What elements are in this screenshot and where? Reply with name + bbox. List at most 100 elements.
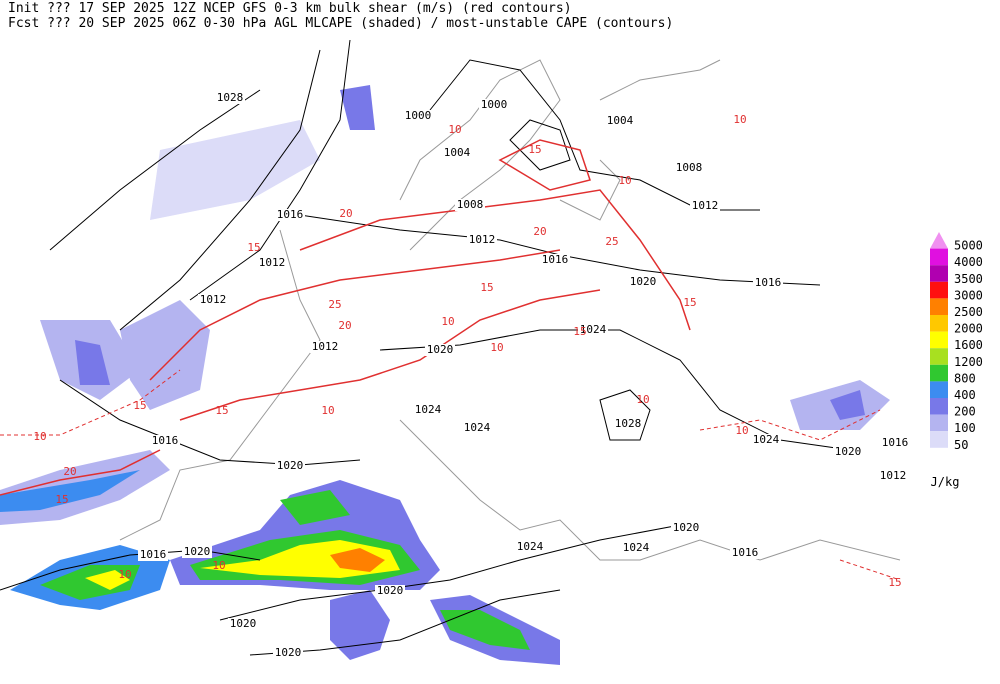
label-box — [515, 541, 545, 553]
shear-label: 15 — [55, 493, 68, 506]
isobar-label: 1016 — [542, 253, 569, 266]
shear-label: 10 — [212, 559, 225, 572]
label-box — [138, 549, 168, 561]
shear-contour — [0, 449, 161, 496]
shear-label: 20 — [338, 319, 351, 332]
isobar — [599, 389, 651, 441]
label-box — [751, 434, 781, 446]
legend-swatch — [930, 298, 948, 315]
legend-swatch — [930, 232, 948, 249]
isobar-label: 1004 — [607, 114, 634, 127]
shear-label: 15 — [573, 325, 586, 338]
label-box — [880, 437, 910, 449]
header-line: Init ??? 17 SEP 2025 12Z NCEP GFS 0-3 km… — [8, 1, 572, 16]
cape-shade — [440, 610, 530, 650]
isobar-label: 1020 — [673, 521, 700, 534]
legend-label: 4000 — [954, 255, 983, 269]
isobar-label: 1020 — [427, 343, 454, 356]
shear-label: 15 — [888, 576, 901, 589]
shear-label: 10 — [448, 123, 461, 136]
label-box — [690, 200, 720, 212]
legend-swatch — [930, 281, 948, 299]
label-box — [605, 115, 635, 127]
label-box — [467, 234, 497, 246]
isobar-label: 1024 — [464, 421, 491, 434]
label-box — [753, 277, 783, 289]
legend-label: 2000 — [954, 322, 983, 336]
label-box — [442, 147, 472, 159]
isobar-label: 1008 — [457, 198, 484, 211]
isobar-label: 1012 — [200, 293, 227, 306]
label-box — [730, 547, 760, 559]
shear-label: 10 — [118, 568, 131, 581]
shear-label: 15 — [480, 281, 493, 294]
label-box — [425, 344, 455, 356]
isobar-label: 1024 — [753, 433, 780, 446]
shear-contour — [699, 409, 881, 441]
contour-labels: 1028 1000 1000 1004 1004 1008 1008 1012 1016 1012… — [33, 91, 910, 659]
legend-label: 3000 — [954, 288, 983, 302]
cape-shade — [340, 85, 375, 130]
shear-label: 10 — [321, 404, 334, 417]
isobar-label: 1020 — [184, 545, 211, 558]
isobar-label: 1000 — [405, 109, 432, 122]
legend-swatch — [930, 364, 948, 382]
coastline — [399, 59, 561, 251]
legend-label: 5000 — [954, 239, 983, 253]
isobar-label: 1020 — [630, 275, 657, 288]
coastline — [559, 159, 621, 221]
legend-swatch — [930, 248, 948, 266]
label-box — [275, 460, 305, 472]
label-box — [628, 276, 658, 288]
coastline — [399, 419, 901, 561]
isobar-label: 1016 — [152, 434, 179, 447]
legend-swatch — [930, 398, 948, 415]
isobar-label: 1012 — [312, 340, 339, 353]
cape-shade — [280, 490, 350, 525]
shear-label: 25 — [328, 298, 341, 311]
legend-swatch — [930, 265, 948, 282]
cape-shade — [330, 548, 385, 572]
legend: J/kg 5000 4000 3500 3000 2500 2000 1600 1200 800… — [930, 232, 983, 489]
isobar-label: 1016 — [755, 276, 782, 289]
shear-label: 25 — [605, 235, 618, 248]
isobar-label: 1000 — [481, 98, 508, 111]
legend-swatch — [930, 315, 948, 332]
shear-label: 15 — [683, 296, 696, 309]
label-box — [257, 257, 287, 269]
isobar-label: 1020 — [377, 584, 404, 597]
label-box — [578, 324, 608, 336]
isobar-label: 1016 — [277, 208, 304, 221]
shear-label: 10 — [33, 430, 46, 443]
label-box — [455, 199, 485, 211]
shear-contour — [0, 369, 181, 436]
label-box — [462, 422, 492, 434]
isobar — [0, 549, 261, 591]
cape-shade — [85, 570, 130, 590]
cape-shade — [0, 470, 140, 512]
isobar-label: 1024 — [517, 540, 544, 553]
label-box — [215, 92, 245, 104]
isobar — [189, 39, 351, 301]
legend-swatch — [930, 431, 948, 448]
shear-label: 10 — [733, 113, 746, 126]
label-box — [833, 446, 863, 458]
legend-unit: J/kg — [931, 475, 960, 489]
isobar-label: 1012 — [469, 233, 496, 246]
shear-label: 20 — [339, 207, 352, 220]
shear-contour — [149, 249, 561, 381]
legend-label: 1600 — [954, 338, 983, 352]
shear-contour — [839, 559, 901, 581]
cape-shade — [75, 340, 110, 385]
label-box — [310, 341, 340, 353]
shear-label: 10 — [490, 341, 503, 354]
coastline — [119, 229, 321, 541]
label-box — [228, 618, 258, 630]
isobar-label: 1028 — [615, 417, 642, 430]
isobar — [219, 524, 681, 621]
shear-label: 10 — [618, 174, 631, 187]
isobar-label: 1024 — [415, 403, 442, 416]
legend-swatch — [930, 348, 948, 365]
isobar-label: 1012 — [880, 469, 907, 482]
legend-label: 400 — [954, 388, 976, 402]
